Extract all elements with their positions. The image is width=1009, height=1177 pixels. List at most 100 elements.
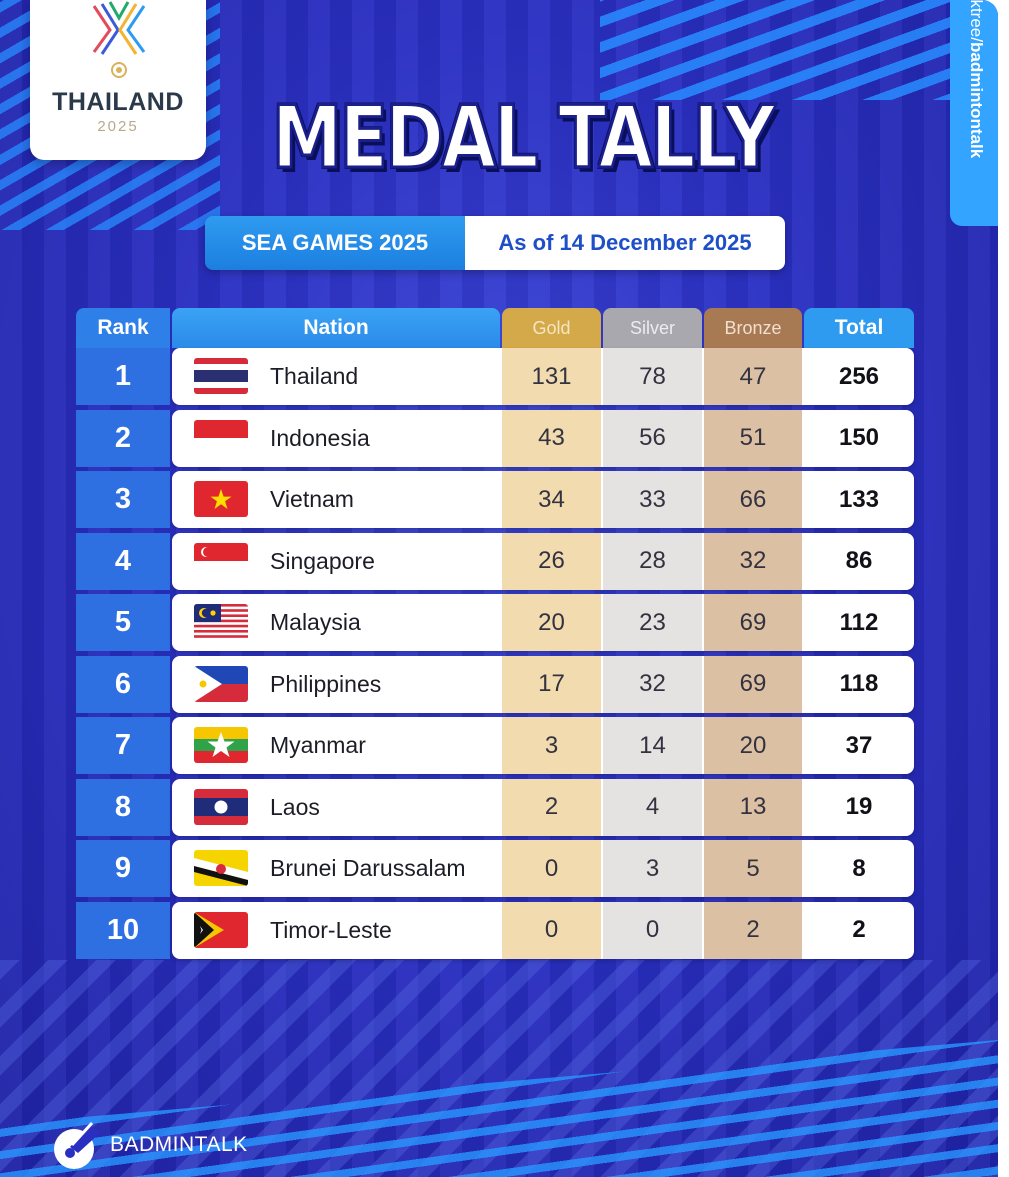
medal-table: Rank Nation Gold Silver Bronze Total 1 Th… (76, 308, 914, 963)
silver-count: 23 (603, 594, 702, 651)
rank-cell: 10 (76, 901, 170, 959)
total-count: 2 (852, 916, 866, 943)
myanmar-flag-icon (194, 727, 248, 763)
table-header: Rank Nation Gold Silver Bronze Total (76, 308, 914, 348)
rank-cell: 2 (76, 409, 170, 467)
subtitle-banner: SEA GAMES 2025 As of 14 December 2025 (205, 216, 785, 270)
total-count: 8 (852, 854, 866, 882)
date-label: As of 14 December 2025 (465, 216, 785, 270)
nation-card: Indonesia 43 56 51 150 (172, 409, 914, 467)
gold-count: 0 (502, 901, 601, 959)
gold-count: 131 (502, 348, 601, 405)
rank-cell: 3 (76, 471, 170, 528)
header-total: Total (804, 308, 914, 348)
nation-card: Singapore 26 28 32 86 (172, 532, 914, 590)
table-row: 1 Thailand 131 78 47 256 (76, 348, 914, 410)
nation-card: Brunei Darussalam 0 3 5 8 (172, 840, 914, 897)
total-count: 133 (838, 485, 880, 513)
silver-count: 14 (603, 717, 702, 774)
thailand-2025-logo: THAILAND 2025 (30, 0, 206, 160)
singapore-flag-icon (194, 542, 248, 579)
linktree-prefix: nktree/ (967, 0, 986, 42)
nation-name: Timor-Leste (270, 916, 392, 943)
table-body: 1 Thailand 131 78 47 256 2 Indonesia 43 56 51 150 3 V… (76, 348, 914, 963)
bronze-count: 5 (704, 840, 802, 897)
nation-name: Philippines (270, 670, 382, 697)
gold-count: 34 (502, 471, 601, 528)
laos-flag-icon (194, 788, 248, 825)
rank-cell: 8 (76, 778, 170, 836)
header-silver: Silver (603, 308, 702, 348)
nation-name: Myanmar (270, 732, 366, 758)
indonesia-flag-icon (194, 419, 248, 456)
total-count: 37 (845, 731, 873, 759)
page-title: MEDAL TALLY (271, 87, 777, 190)
logo-country-text: THAILAND (52, 88, 184, 116)
total-count: 256 (838, 362, 880, 390)
bronze-count: 66 (704, 471, 802, 528)
gold-count: 17 (502, 655, 601, 713)
vietnam-flag-icon (194, 481, 248, 517)
total-count: 19 (845, 793, 873, 820)
nation-name: Indonesia (270, 424, 370, 451)
table-row: 2 Indonesia 43 56 51 150 (76, 409, 914, 472)
rank-cell: 6 (76, 655, 170, 713)
gold-count: 3 (502, 717, 601, 774)
header-bronze: Bronze (704, 308, 802, 348)
bronze-count: 32 (704, 532, 802, 590)
bronze-count: 69 (704, 594, 802, 651)
nation-card: Vietnam 34 33 66 133 (172, 471, 914, 528)
silver-count: 56 (603, 409, 702, 467)
decorative-stripes-top (600, 0, 998, 100)
silver-count: 28 (603, 532, 702, 590)
total-count: 118 (839, 670, 879, 697)
nation-card: Laos 2 4 13 19 (172, 778, 914, 836)
gold-count: 0 (502, 840, 601, 897)
table-row: 7 Myanmar 3 14 20 37 (76, 717, 914, 779)
silver-count: 78 (603, 348, 702, 405)
nation-name: Malaysia (270, 609, 361, 635)
header-rank: Rank (76, 308, 170, 348)
nation-name: Vietnam (270, 486, 354, 512)
rank-cell: 9 (76, 840, 170, 897)
bronze-count: 13 (704, 778, 802, 836)
brand-footer: BADMINTALK (50, 1115, 248, 1175)
table-row: 4 Singapore 26 28 32 86 (76, 532, 914, 595)
nation-name: Singapore (270, 547, 375, 574)
header-gold: Gold (502, 308, 601, 348)
bronze-count: 51 (704, 409, 802, 467)
nation-name: Thailand (270, 363, 359, 389)
total-count: 112 (839, 608, 879, 636)
brand-name: BADMINTALK (110, 1133, 248, 1156)
silver-count: 4 (603, 778, 702, 836)
table-row: 9 Brunei Darussalam 0 3 5 8 (76, 840, 914, 902)
bronze-count: 69 (704, 655, 802, 713)
nation-card: Philippines 17 32 69 118 (172, 655, 914, 713)
nation-card: Thailand 131 78 47 256 (172, 348, 914, 405)
table-row: 8 Laos 2 4 13 19 (76, 778, 914, 841)
philippines-flag-icon (194, 665, 248, 702)
logo-year-text: 2025 (97, 118, 139, 135)
silver-count: 0 (603, 901, 702, 959)
silver-count: 32 (603, 655, 702, 713)
games-emblem-icon (92, 1, 146, 78)
rank-cell: 7 (76, 717, 170, 774)
gold-count: 20 (502, 594, 601, 651)
brunei-flag-icon (194, 850, 248, 886)
linktree-text: nktree/badmintontalk (966, 0, 986, 158)
timor-leste-flag-icon (194, 911, 248, 948)
total-count: 150 (838, 424, 880, 451)
linktree-tab[interactable]: nktree/badmintontalk (950, 0, 998, 226)
nation-card: Myanmar 3 14 20 37 (172, 717, 914, 774)
table-row: 10 Timor-Leste 0 0 2 2 (76, 901, 914, 964)
bronze-count: 2 (704, 901, 802, 959)
event-label: SEA GAMES 2025 (205, 216, 465, 270)
silver-count: 33 (603, 471, 702, 528)
silver-count: 3 (603, 840, 702, 897)
table-row: 3 Vietnam 34 33 66 133 (76, 471, 914, 533)
nation-name: Laos (270, 793, 320, 820)
rank-cell: 1 (76, 348, 170, 405)
thailand-flag-icon (194, 358, 248, 394)
gold-count: 43 (502, 409, 601, 467)
